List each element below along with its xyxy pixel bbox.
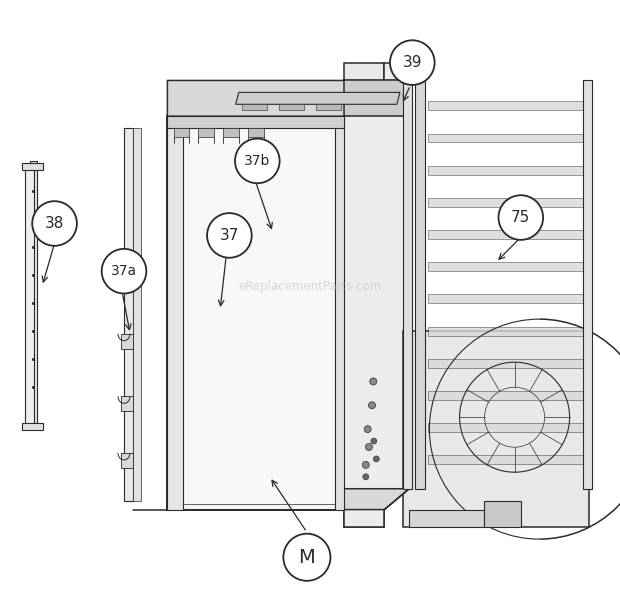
Text: 37: 37 [219, 228, 239, 243]
Polygon shape [121, 334, 133, 349]
Polygon shape [484, 501, 521, 527]
Circle shape [373, 456, 379, 462]
Polygon shape [344, 63, 409, 527]
Circle shape [365, 443, 373, 451]
Circle shape [498, 195, 543, 240]
Polygon shape [242, 104, 267, 110]
Text: 39: 39 [402, 55, 422, 70]
Polygon shape [236, 92, 400, 104]
Circle shape [207, 213, 252, 257]
Polygon shape [428, 166, 583, 175]
Polygon shape [121, 274, 133, 289]
Polygon shape [428, 391, 583, 400]
Polygon shape [428, 423, 583, 432]
Text: 37b: 37b [244, 154, 270, 168]
Polygon shape [174, 128, 189, 137]
Text: M: M [298, 548, 316, 567]
Polygon shape [279, 104, 304, 110]
Polygon shape [316, 104, 341, 110]
Polygon shape [22, 423, 43, 430]
Polygon shape [428, 101, 583, 110]
Polygon shape [583, 80, 592, 489]
Polygon shape [121, 396, 133, 411]
Polygon shape [403, 331, 589, 527]
Polygon shape [167, 116, 183, 510]
Polygon shape [335, 116, 344, 510]
Polygon shape [344, 63, 384, 527]
Polygon shape [428, 230, 583, 239]
Circle shape [368, 402, 376, 409]
Circle shape [235, 139, 280, 183]
Polygon shape [428, 455, 583, 464]
Polygon shape [22, 163, 43, 170]
Text: 75: 75 [511, 210, 531, 225]
Circle shape [102, 249, 146, 293]
Polygon shape [223, 128, 239, 137]
Text: eReplacementParts.com: eReplacementParts.com [238, 280, 382, 293]
Polygon shape [428, 327, 583, 336]
Polygon shape [121, 453, 133, 468]
Circle shape [371, 438, 377, 444]
Polygon shape [415, 80, 425, 489]
Text: 38: 38 [45, 216, 64, 231]
Polygon shape [428, 198, 583, 207]
Polygon shape [30, 161, 37, 429]
Polygon shape [167, 116, 344, 128]
Circle shape [283, 533, 330, 581]
Polygon shape [344, 80, 409, 116]
Polygon shape [428, 294, 583, 303]
Polygon shape [428, 359, 583, 368]
Polygon shape [25, 164, 34, 426]
Polygon shape [167, 489, 409, 510]
Polygon shape [167, 116, 344, 510]
Circle shape [364, 426, 371, 433]
Circle shape [390, 41, 435, 85]
Circle shape [370, 378, 377, 385]
Circle shape [363, 474, 369, 480]
Polygon shape [409, 510, 484, 527]
Polygon shape [403, 80, 412, 489]
Polygon shape [174, 122, 338, 504]
Circle shape [32, 201, 77, 246]
Polygon shape [124, 128, 133, 501]
Text: 37a: 37a [111, 264, 137, 278]
Polygon shape [167, 80, 409, 116]
Polygon shape [428, 134, 583, 142]
Polygon shape [133, 128, 141, 501]
Polygon shape [198, 128, 214, 137]
Circle shape [362, 461, 370, 468]
Polygon shape [428, 262, 583, 271]
Polygon shape [248, 128, 264, 137]
